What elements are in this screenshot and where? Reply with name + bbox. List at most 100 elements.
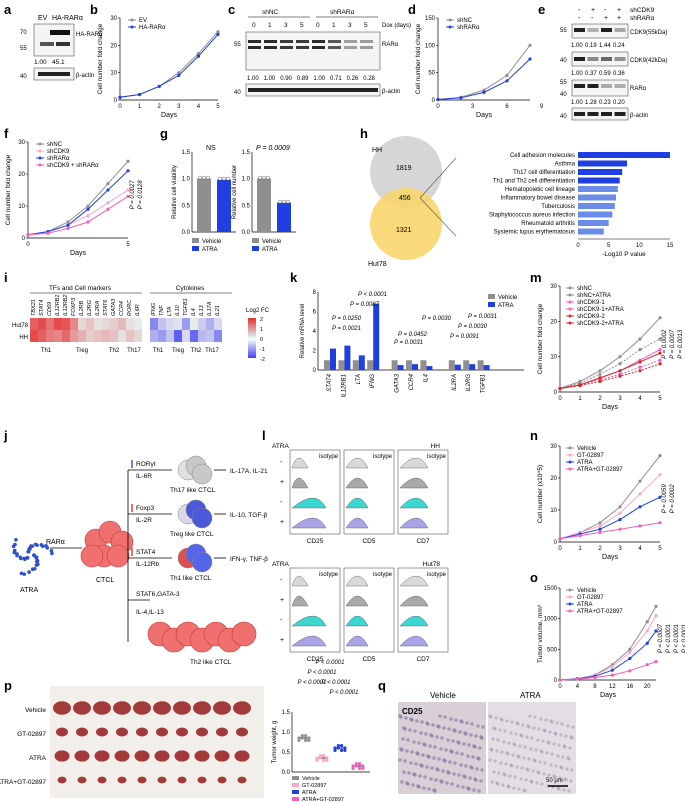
c-day: 5: [364, 22, 368, 29]
band-actin-c: [248, 88, 378, 92]
nucleus: [434, 778, 438, 782]
flow-histogram: [345, 575, 369, 587]
y-axis-label: Cell number (x10^5): [537, 465, 544, 523]
flow-histogram: [291, 595, 309, 607]
p-row-label: GT-02897: [17, 731, 46, 738]
heat-cell: [46, 318, 54, 330]
legend-gradient: [248, 340, 256, 342]
nucleus: [451, 739, 455, 743]
e-sign: -: [591, 15, 594, 22]
p-value: P = 0.0087: [350, 302, 380, 308]
data-point: [578, 384, 582, 388]
heat-cell: [166, 330, 174, 342]
p-value: P < 0.0001: [330, 690, 359, 696]
nucleus: [464, 764, 468, 768]
val-a-1: 1.00: [34, 59, 47, 66]
nucleus: [570, 768, 574, 772]
legend-label: shCDK9-1+ATRA: [577, 307, 624, 313]
data-point: [658, 454, 662, 458]
i-gene: TNF: [159, 305, 165, 316]
h-term: Staphylococcus aureus infection: [489, 213, 575, 219]
nucleus: [480, 736, 484, 740]
nucleus: [406, 738, 410, 742]
x-tick-label: 12: [609, 684, 616, 690]
x-tick-label: 3: [618, 396, 622, 402]
j-cell: [191, 507, 213, 529]
nucleus: [478, 746, 482, 750]
legend-label: shRARα: [47, 156, 70, 162]
nucleus: [533, 759, 537, 763]
nucleus: [481, 725, 485, 729]
data-point: [658, 495, 662, 499]
bar: [338, 360, 345, 370]
nucleus: [535, 781, 539, 785]
l-isotype: isotype: [373, 454, 393, 460]
y-tick-label: 100: [425, 43, 436, 49]
nucleus: [522, 788, 526, 792]
nucleus: [529, 747, 533, 751]
chart-d: 0 50 100 150 0 3 6 9 Days Cell number fold change…: [415, 16, 544, 119]
nucleus: [423, 743, 427, 747]
e-row-shrara: shRARα: [630, 15, 655, 22]
data-point: [66, 226, 70, 230]
tumor: [93, 701, 111, 715]
legend-gradient: [248, 350, 256, 352]
x-tick-label: 5: [658, 396, 662, 402]
tumor: [157, 776, 167, 784]
i-gene: CCR4: [119, 301, 125, 316]
series-line: [27, 170, 129, 236]
panel-e: - + - +- - + + shCDK9 shRARα 55 CDK9(55kDa) 1.…: [560, 7, 667, 121]
p-row-label: Vehicle: [25, 707, 46, 714]
bar: [373, 303, 380, 370]
flow-histogram: [345, 635, 369, 647]
x-tick-label: 0: [558, 546, 562, 552]
heat-cell: [198, 318, 206, 330]
q-col-vehicle: Vehicle: [430, 691, 456, 700]
y-tick-label: 0.5: [242, 203, 251, 209]
tumor: [156, 727, 168, 737]
legend-gradient: [248, 336, 256, 338]
data-point: [628, 650, 632, 655]
ihc-dots: [398, 714, 575, 793]
legend-marker: [38, 156, 42, 160]
heat-cell: [30, 330, 38, 342]
nucleus: [413, 729, 417, 733]
h-term: Th17 cell differentiation: [513, 170, 575, 176]
nucleus: [462, 742, 466, 746]
panel-letter-d: d: [408, 2, 416, 17]
nucleus: [553, 731, 557, 735]
c-band: [280, 46, 293, 49]
e-value: 0.23: [599, 100, 611, 106]
e-band: [601, 112, 612, 116]
data-point: [351, 766, 355, 771]
k-gene: IL2RA: [452, 374, 458, 391]
bar-point: [262, 175, 266, 180]
legend-marker: [568, 460, 572, 464]
nucleus: [413, 773, 417, 777]
tumor: [77, 776, 87, 784]
panel-letter-h: h: [360, 126, 368, 141]
l-sign: -: [280, 459, 283, 466]
j-regulator: STAT4: [136, 549, 156, 556]
nucleus: [476, 724, 480, 728]
panel-letter-q: q: [378, 678, 386, 693]
series-line: [559, 317, 661, 389]
k-gene: IL12RB1: [341, 374, 347, 397]
ladder-55: 55: [20, 46, 27, 52]
nucleus: [399, 715, 403, 719]
h-term: Asthma: [555, 162, 576, 168]
j-regulator: IL-12Rb: [136, 561, 160, 568]
y-tick-label: 10: [550, 508, 557, 514]
p-value: P = 0.0013: [678, 329, 684, 359]
flow-histogram: [399, 595, 429, 607]
y-tick-label: 20: [550, 476, 557, 482]
heat-cell: [70, 318, 78, 330]
y-tick-label: 0: [114, 98, 118, 104]
i-gene: IL2RB: [79, 300, 85, 316]
nucleus: [532, 758, 536, 762]
heat-cell: [86, 330, 94, 342]
y-tick-label: 1000: [544, 617, 558, 623]
nucleus: [409, 761, 413, 765]
flow-histogram: [345, 517, 369, 529]
